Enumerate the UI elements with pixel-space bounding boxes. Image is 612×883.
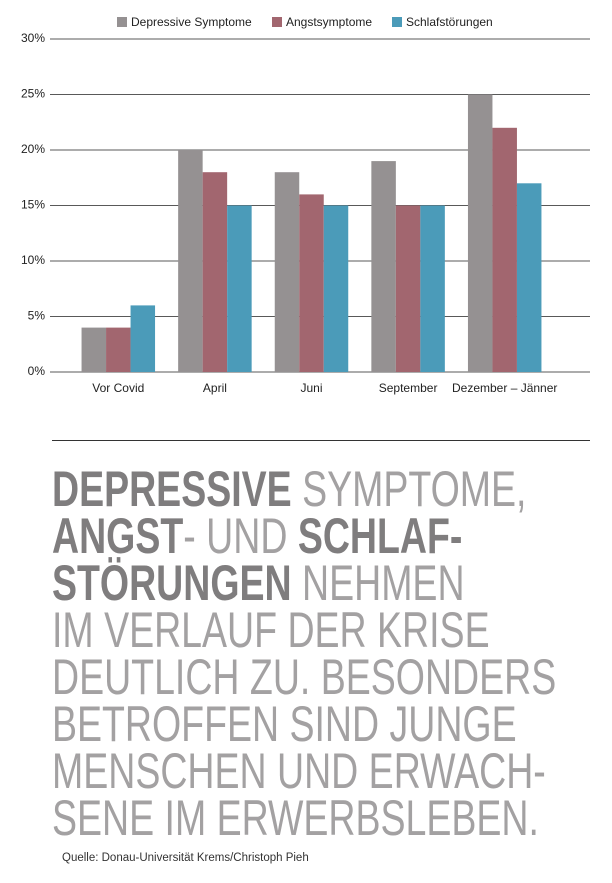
- chart: 0% 5% 10% 15% 20% 25% 30% Depressive Symptome An…: [21, 15, 590, 395]
- headline-segment: STÖRUNGEN: [52, 555, 292, 611]
- headline-line: DEPRESSIVE SYMPTOME,: [52, 464, 612, 514]
- headline-line: DEUTLICH ZU. BESONDERS: [52, 652, 612, 702]
- x-tick-label: Dezember – Jänner: [452, 381, 557, 395]
- headline-segment: NEHMEN: [291, 555, 465, 611]
- legend-label: Schlafstörungen: [406, 15, 493, 29]
- bar: [178, 150, 203, 372]
- bar: [395, 205, 421, 372]
- bar: [323, 205, 349, 372]
- x-tick-label: Juni: [300, 381, 322, 395]
- bar: [202, 172, 228, 372]
- bar: [227, 205, 252, 372]
- headline-line: BETROFFEN SIND JUNGE: [52, 699, 612, 749]
- headline: DEPRESSIVE SYMPTOME, ANGST- UND SCHLAF- ST…: [52, 464, 612, 843]
- headline-line: STÖRUNGEN NEHMEN: [52, 558, 612, 608]
- y-tick-label: 15%: [21, 198, 45, 212]
- bar: [274, 172, 300, 372]
- headline-line: ANGST- UND SCHLAF-: [52, 511, 612, 561]
- headline-segment: DEUTLICH ZU. BESONDERS: [52, 649, 557, 705]
- headline-segment: SYMPTOME,: [291, 461, 527, 517]
- bar: [371, 161, 396, 372]
- headline-line: SENE IM ERWERBSLEBEN.: [52, 793, 612, 843]
- headline-segment: BETROFFEN SIND JUNGE: [52, 696, 517, 752]
- legend-label: Depressive Symptome: [131, 15, 252, 29]
- bar: [130, 305, 156, 372]
- y-tick-label: 0%: [28, 364, 46, 378]
- divider: [52, 440, 590, 441]
- y-tick-label: 20%: [21, 142, 45, 156]
- headline-segment: DEPRESSIVE: [52, 461, 292, 517]
- headline-segment: SENE IM ERWERBSLEBEN.: [52, 790, 539, 846]
- y-tick-label: 10%: [21, 253, 45, 267]
- headline-segment: SCHLAF-: [297, 508, 463, 564]
- legend-swatch: [117, 17, 127, 27]
- y-tick-label: 5%: [28, 309, 46, 323]
- source: Quelle: Donau-Universität Krems/Christop…: [62, 852, 309, 864]
- bar: [467, 94, 493, 372]
- headline-segment: MENSCHEN UND ERWACH-: [52, 743, 546, 799]
- headline-segment: - UND: [183, 508, 298, 564]
- y-tick-label: 25%: [21, 87, 45, 101]
- bar: [492, 127, 517, 372]
- legend-swatch: [272, 17, 282, 27]
- x-tick-label: September: [379, 381, 438, 395]
- x-tick-label: April: [203, 381, 227, 395]
- headline-segment: IM VERLAUF DER KRISE: [52, 602, 490, 658]
- bar: [81, 327, 107, 372]
- legend-swatch: [392, 17, 402, 27]
- headline-segment: ANGST: [52, 508, 184, 564]
- y-tick-label: 30%: [21, 31, 45, 45]
- bar: [516, 183, 542, 372]
- headline-line: MENSCHEN UND ERWACH-: [52, 746, 612, 796]
- headline-line: IM VERLAUF DER KRISE: [52, 605, 612, 655]
- bar: [106, 327, 131, 372]
- bar: [299, 194, 324, 372]
- x-tick-label: Vor Covid: [92, 381, 144, 395]
- bar: [420, 205, 445, 372]
- legend-label: Angstsymptome: [286, 15, 372, 29]
